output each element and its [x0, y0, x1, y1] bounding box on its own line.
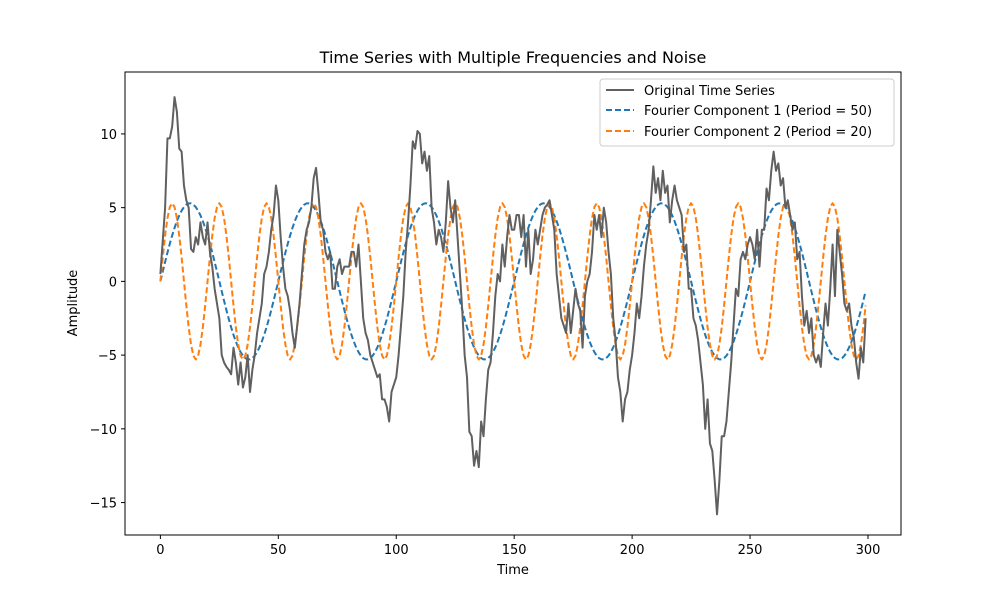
- series-original-line: [159, 96, 867, 516]
- x-tick-label: 150: [502, 543, 527, 558]
- legend-label-component-1: Fourier Component 1 (Period = 50): [644, 104, 872, 119]
- x-tick-label: 50: [270, 543, 287, 558]
- x-axis-label: Time: [496, 563, 529, 578]
- y-tick-label: 5: [109, 202, 117, 217]
- series-component-2-line: [159, 202, 867, 361]
- legend-box: [599, 78, 895, 147]
- x-tick-label: 200: [620, 543, 645, 558]
- y-axis: −15 −10 −5 0 5 10: [90, 128, 125, 512]
- y-tick-label: 10: [100, 128, 117, 143]
- legend-label-original: Original Time Series: [644, 84, 775, 99]
- chart-title: Time Series with Multiple Frequencies an…: [319, 48, 707, 67]
- series-component-1-line: [159, 202, 867, 361]
- plot-frame: [124, 71, 902, 536]
- x-tick-label: 250: [738, 543, 763, 558]
- y-tick-label: 0: [109, 275, 117, 290]
- x-tick-label: 300: [856, 543, 881, 558]
- legend: Original Time Series Fourier Component 1…: [599, 78, 895, 147]
- y-axis-label: Amplitude: [66, 270, 81, 337]
- series-layer: [159, 96, 867, 516]
- y-tick-label: −5: [98, 349, 117, 364]
- x-axis: 0 50 100 150 200 250 300: [156, 535, 880, 558]
- x-tick-label: 0: [156, 543, 164, 558]
- legend-label-component-2: Fourier Component 2 (Period = 20): [644, 125, 872, 140]
- y-tick-label: −15: [90, 497, 117, 512]
- x-tick-label: 100: [384, 543, 409, 558]
- plot-area: [124, 71, 902, 536]
- y-tick-label: −10: [90, 423, 117, 438]
